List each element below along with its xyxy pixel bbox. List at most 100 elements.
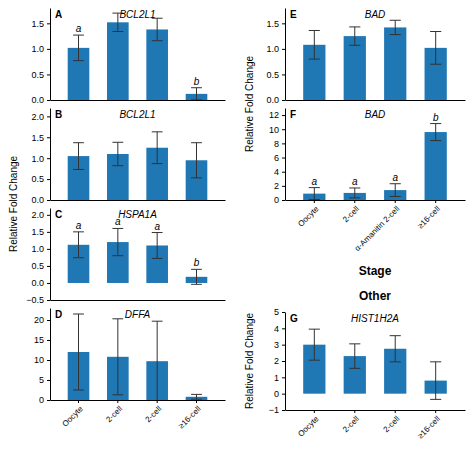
y-tick: 2.0 [31, 112, 50, 122]
tick-label: 1.5 [31, 19, 44, 29]
tick-mark [47, 49, 50, 50]
axis-line [285, 109, 286, 201]
y-tick: 0 [274, 389, 285, 399]
error-line [157, 233, 158, 259]
tick-label: 1 [274, 373, 279, 383]
x-tick: 2-cell [143, 400, 163, 424]
sig-letter: a [312, 176, 318, 187]
sig-letter: a [392, 172, 398, 183]
error-cap [112, 394, 123, 395]
sig-letter: b [194, 257, 200, 268]
tick-label: 20 [34, 315, 44, 325]
axis-line [286, 200, 466, 201]
y-tick: 1.0 [31, 154, 50, 164]
tick-label: 0.0 [266, 95, 279, 105]
y-tick: 3 [274, 340, 285, 350]
y-tick: 0.0 [31, 95, 50, 105]
tick-label: 0.0 [31, 278, 44, 288]
tick-label: ≥16-cell [177, 404, 203, 430]
error-bar [309, 188, 320, 200]
error-bar [152, 233, 163, 259]
sig-letter: b [433, 112, 439, 123]
tick-mark [282, 172, 285, 173]
tick-label: 4 [274, 167, 279, 177]
tick-label: Oocyte [60, 404, 85, 429]
error-bar [73, 143, 84, 170]
x-axis: Oocyte2-cell2-cell≥16-cell [51, 400, 226, 431]
error-line [117, 228, 118, 255]
x-tick: 2-cell [341, 410, 361, 434]
tick-label: 0 [274, 195, 279, 205]
error-line [78, 35, 79, 61]
sig-letter: a [76, 23, 82, 34]
error-cap [191, 284, 202, 285]
error-bar [191, 143, 202, 178]
panel-title: BCL2L1 [119, 9, 155, 20]
tick-label: 0.5 [266, 70, 279, 80]
tick-mark [47, 249, 50, 250]
tick-mark [47, 340, 50, 341]
tick-label: 0 [39, 395, 44, 405]
error-line [117, 142, 118, 165]
error-cap [112, 255, 123, 256]
y-tick: −0.5 [26, 295, 50, 305]
tick-label: 2 [274, 356, 279, 366]
panel-label: F [290, 109, 296, 120]
tick-mark [47, 23, 50, 24]
tick-mark [47, 100, 50, 101]
error-line [78, 314, 79, 390]
panel-title: HSPA1A [118, 209, 157, 220]
tick-mark [282, 394, 285, 395]
panel-title: BAD [365, 9, 386, 20]
sig-letter: a [154, 221, 160, 232]
tick-mark [282, 158, 285, 159]
tick-label: 8 [274, 139, 279, 149]
error-cap [152, 258, 163, 259]
y-axis: −0.50.00.51.01.52.0 [26, 209, 50, 306]
y-tick: 6 [274, 153, 285, 163]
tick-mark [47, 215, 50, 216]
panel: aaab024681012Oocyte2-cellα-Amanitin 2-ce… [269, 109, 466, 254]
error-line [117, 13, 118, 31]
tick-mark [282, 115, 285, 116]
x-tick: α-Amanitin 2-cell [353, 200, 402, 253]
tick-label: −0.5 [26, 295, 44, 305]
tick-mark [282, 410, 285, 411]
error-cap [191, 142, 202, 143]
tick-label: 2-cell [341, 414, 361, 434]
tick-mark [282, 143, 285, 144]
tick-label: 0 [274, 389, 279, 399]
error-cap [390, 361, 401, 362]
tick-mark [196, 400, 197, 403]
error-line [314, 30, 315, 59]
bar [107, 22, 129, 100]
error-line [314, 188, 315, 200]
error-cap [349, 368, 360, 369]
tick-label: 1.5 [31, 227, 44, 237]
tick-label: 0.5 [31, 70, 44, 80]
error-cap [112, 318, 123, 319]
tick-mark [435, 200, 436, 203]
error-cap [112, 228, 123, 229]
y-tick: 1.0 [31, 44, 50, 54]
tick-label: 0.5 [31, 261, 44, 271]
x-tick: ≥16-cell [177, 400, 203, 431]
tick-label: 4 [274, 324, 279, 334]
error-cap [152, 232, 163, 233]
error-line [354, 344, 355, 369]
error-bar [430, 124, 441, 141]
y-tick: 2.0 [31, 210, 50, 220]
y-axis: 0.00.51.01.5 [266, 9, 285, 106]
tick-label: 2 [274, 181, 279, 191]
y-axis-title: Relative Fold Change [244, 312, 255, 409]
y-tick: 0.0 [31, 278, 50, 288]
error-cap [349, 26, 360, 27]
x-tick: 2-cell [341, 200, 361, 224]
error-bar [112, 142, 123, 165]
error-line [157, 132, 158, 164]
error-cap [349, 187, 360, 188]
error-line [314, 329, 315, 360]
y-tick: 5 [274, 307, 285, 317]
error-cap [349, 343, 360, 344]
y-tick: 5 [39, 375, 50, 385]
